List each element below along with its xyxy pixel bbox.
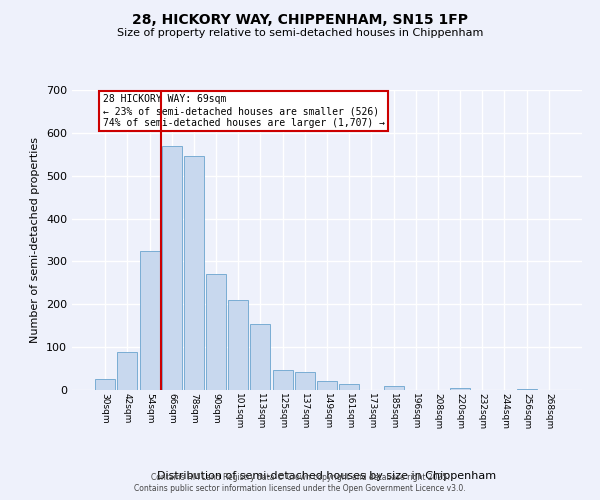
Bar xyxy=(95,380,115,390)
Bar xyxy=(317,380,337,390)
Bar xyxy=(272,370,293,390)
Bar xyxy=(250,324,271,390)
Text: 28, HICKORY WAY, CHIPPENHAM, SN15 1FP: 28, HICKORY WAY, CHIPPENHAM, SN15 1FP xyxy=(132,12,468,26)
Bar xyxy=(450,388,470,390)
Bar xyxy=(228,300,248,390)
Bar xyxy=(184,156,204,390)
Bar xyxy=(162,146,182,390)
Text: Contains HM Land Registry data © Crown copyright and database right 2025.: Contains HM Land Registry data © Crown c… xyxy=(151,473,449,482)
Text: 28 HICKORY WAY: 69sqm
← 23% of semi-detached houses are smaller (526)
74% of sem: 28 HICKORY WAY: 69sqm ← 23% of semi-deta… xyxy=(103,94,385,128)
Text: Contains public sector information licensed under the Open Government Licence v3: Contains public sector information licen… xyxy=(134,484,466,493)
X-axis label: Distribution of semi-detached houses by size in Chippenham: Distribution of semi-detached houses by … xyxy=(157,471,497,481)
Bar xyxy=(140,250,160,390)
Bar xyxy=(206,274,226,390)
Bar xyxy=(383,386,404,390)
Bar xyxy=(517,388,536,390)
Bar xyxy=(118,352,137,390)
Bar xyxy=(295,372,315,390)
Y-axis label: Number of semi-detached properties: Number of semi-detached properties xyxy=(31,137,40,343)
Text: Size of property relative to semi-detached houses in Chippenham: Size of property relative to semi-detach… xyxy=(117,28,483,38)
Bar xyxy=(339,384,359,390)
